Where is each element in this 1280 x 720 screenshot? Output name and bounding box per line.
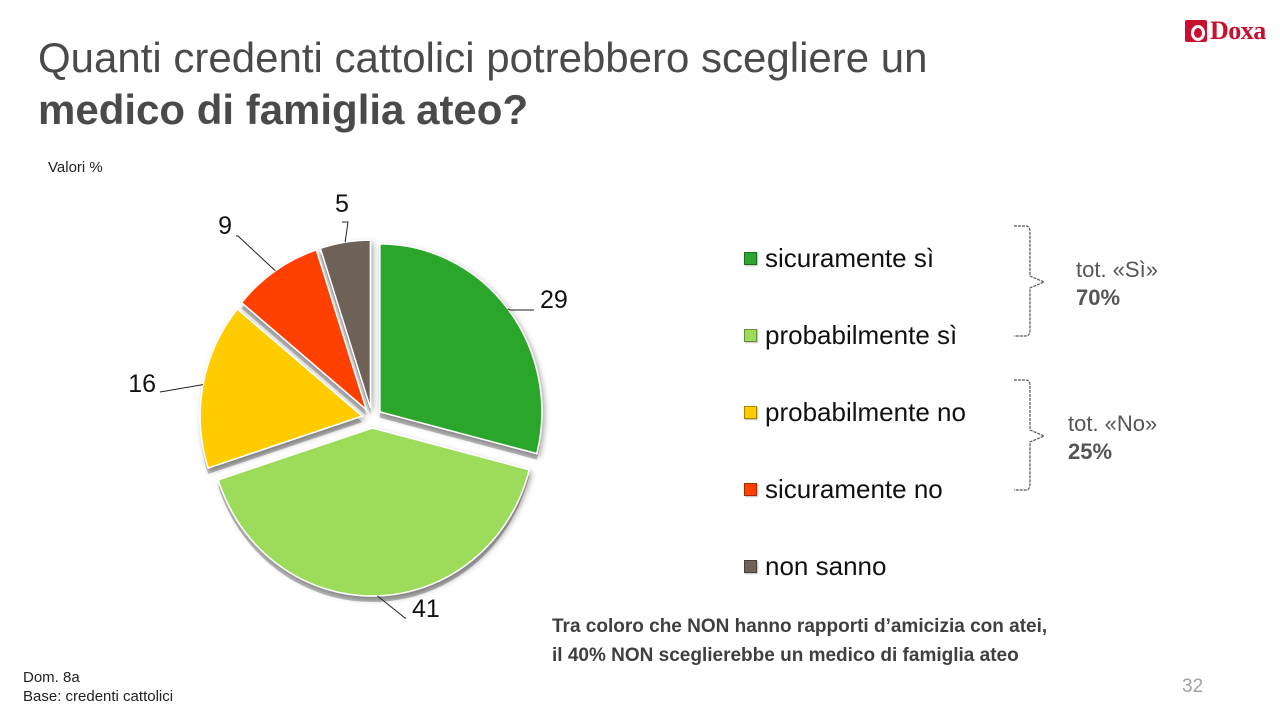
legend-label: sicuramente sì [765, 243, 935, 273]
legend-swatch [744, 406, 757, 419]
title-line-1: Quanti credenti cattolici potrebbero sce… [38, 34, 928, 81]
total-no-label: tot. «No» [1068, 411, 1158, 436]
legend-label: probabilmente sì [765, 320, 958, 350]
note-line-1: Tra coloro che NON hanno rapporti d’amic… [552, 616, 1048, 637]
page-title: Quanti credenti cattolici potrebbero sce… [38, 32, 928, 136]
total-yes: tot. «Sì» 70% [1076, 256, 1158, 312]
doxa-logo-text: Doxa [1210, 16, 1266, 45]
total-yes-value: 70% [1076, 285, 1121, 310]
pie-value-label: 9 [218, 212, 232, 240]
title-line-2: medico di famiglia ateo? [38, 86, 529, 133]
total-no-value: 25% [1068, 439, 1113, 464]
pie-leader-lines [159, 221, 534, 619]
pie-slice-sicuramente-no [240, 248, 368, 413]
legend-swatch [744, 483, 757, 496]
legend-swatch [744, 560, 757, 573]
pie-slice-sicuramente-si [379, 243, 543, 455]
pie-slices [199, 239, 543, 602]
pie-value-label: 41 [412, 595, 440, 623]
legend-item-probabilmente-no: probabilmente no [744, 374, 966, 451]
highlight-note: Tra coloro che NON hanno rapporti d’amic… [552, 612, 1047, 670]
chart-legend: sicuramente sì probabilmente sì probabil… [744, 220, 966, 605]
footer-base: Base: credenti cattolici [23, 688, 174, 705]
pie-leader-line [342, 221, 349, 243]
footer-question: Dom. 8a [23, 669, 80, 686]
values-unit-label: Valori % [48, 159, 103, 176]
page-number: 32 [1182, 676, 1204, 697]
pie-leader-line [377, 595, 406, 619]
pie-value-label: 29 [540, 286, 568, 314]
total-no: tot. «No» 25% [1068, 410, 1157, 466]
pie-leader-line [507, 308, 534, 311]
note-line-2: il 40% NON sceglierebbe un medico di fam… [552, 645, 1019, 666]
pie-slice-non-sanno [319, 239, 372, 409]
legend-swatch [744, 252, 757, 265]
pie-slice-probabilmente-si [217, 427, 531, 597]
legend-item-probabilmente-si: probabilmente sì [744, 297, 966, 374]
legend-item-sicuramente-no: sicuramente no [744, 451, 966, 528]
pie-value-label: 5 [335, 190, 349, 218]
brace-yes [1014, 225, 1046, 337]
pie-slice-probabilmente-no [199, 307, 364, 469]
legend-label: probabilmente no [765, 397, 966, 427]
total-yes-label: tot. «Sì» [1076, 257, 1158, 282]
pie-value-label: 16 [128, 370, 156, 398]
legend-item-sicuramente-si: sicuramente sì [744, 220, 966, 297]
legend-swatch [744, 329, 757, 342]
pie-value-labels: 29 41 16 9 5 [128, 190, 568, 623]
pie-leader-line [236, 235, 276, 272]
pie-leader-line [159, 384, 204, 393]
doxa-logo: Doxa [1185, 18, 1266, 44]
legend-label: sicuramente no [765, 474, 943, 504]
brace-no [1014, 379, 1046, 491]
legend-item-non-sanno: non sanno [744, 528, 966, 605]
legend-label: non sanno [765, 551, 887, 581]
doxa-logo-icon [1185, 20, 1207, 42]
footer-notes: Dom. 8a Base: credenti cattolici [23, 668, 173, 706]
